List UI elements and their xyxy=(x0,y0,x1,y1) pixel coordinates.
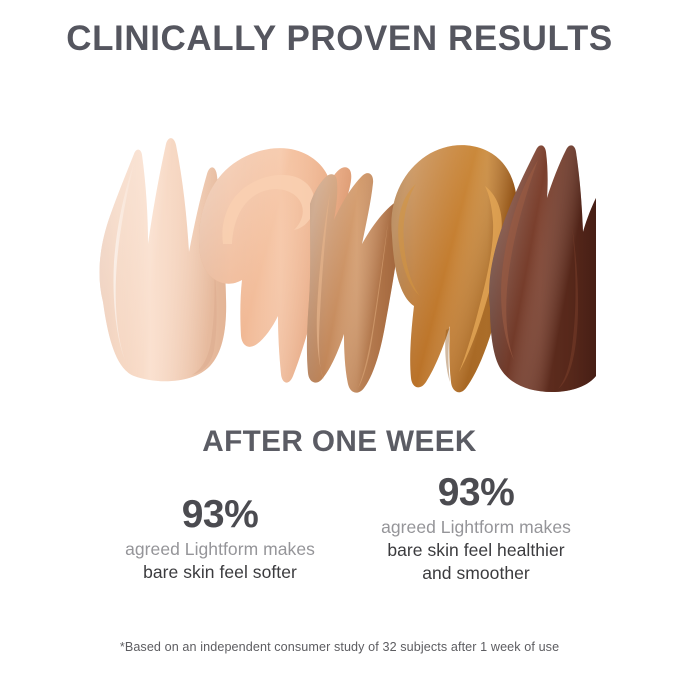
stat-healthier-line-1: agreed Lightform makes xyxy=(381,517,571,537)
stat-softer-line-2: bare skin feel softer xyxy=(143,562,297,582)
shade-swatch-row xyxy=(86,76,596,394)
shade-swatch-4-tan xyxy=(391,145,518,393)
stat-healthier-value: 93% xyxy=(437,471,515,514)
stat-softer: 93% agreed Lightform makes bare skin fee… xyxy=(82,492,358,584)
page-title: CLINICALLY PROVEN RESULTS xyxy=(66,18,613,58)
statistics-group: 93% agreed Lightform makes bare skin fee… xyxy=(0,470,679,605)
stat-healthier-line-2: bare skin feel healthier xyxy=(387,540,565,560)
study-footnote: *Based on an independent consumer study … xyxy=(119,640,560,654)
shade-swatch-1-fair xyxy=(99,138,227,382)
shade-swatch-5-deep xyxy=(489,145,596,392)
section-title: AFTER ONE WEEK xyxy=(202,425,477,458)
shade-swatch-illustration xyxy=(99,138,596,393)
stat-healthier: 93% agreed Lightform makes bare skin fee… xyxy=(338,470,614,585)
stat-softer-line-1: agreed Lightform makes xyxy=(125,539,315,559)
shade-swatch-3-medium xyxy=(306,173,404,393)
stat-softer-value: 93% xyxy=(181,493,259,536)
stat-healthier-line-3: and smoother xyxy=(422,563,530,583)
